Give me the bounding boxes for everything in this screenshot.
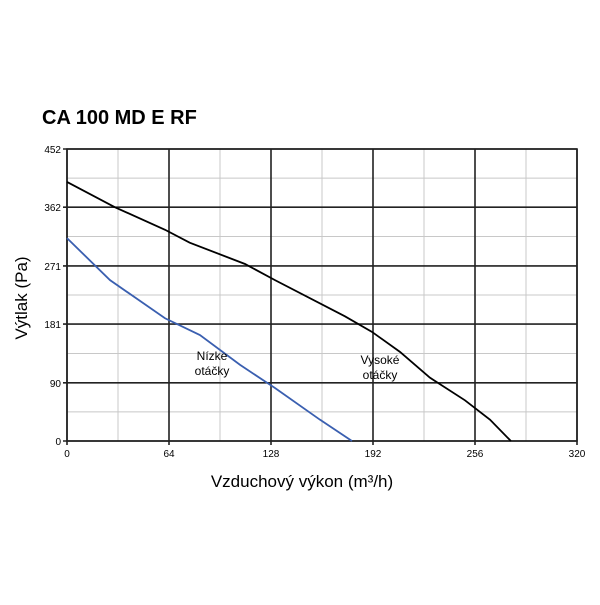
series-line: [66, 237, 353, 442]
y-tick-label: 90: [50, 379, 62, 390]
series-label: Nízke: [197, 349, 228, 363]
x-tick-label: 64: [163, 449, 175, 460]
x-tick-label: 0: [64, 449, 70, 460]
y-tick-label: 271: [44, 262, 61, 273]
y-tick-label: 181: [44, 320, 61, 331]
series-line: [66, 181, 512, 442]
y-tick-label: 452: [44, 145, 61, 156]
x-tick-label: 192: [365, 449, 382, 460]
plot-frame: [66, 148, 578, 442]
y-axis-label: Výtlak (Pa): [12, 256, 31, 339]
y-tick-label: 362: [44, 203, 61, 214]
series-label: otáčky: [363, 368, 398, 382]
x-tick-label: 128: [263, 449, 280, 460]
series-label: otáčky: [195, 364, 230, 378]
y-tick-label: 0: [55, 437, 61, 448]
chart-title: CA 100 MD E RF: [42, 107, 197, 129]
series-label: Vysoké: [361, 353, 400, 367]
x-axis-label: Vzduchový výkon (m³/h): [211, 472, 393, 491]
x-tick-label: 320: [569, 449, 586, 460]
x-tick-label: 256: [467, 449, 484, 460]
